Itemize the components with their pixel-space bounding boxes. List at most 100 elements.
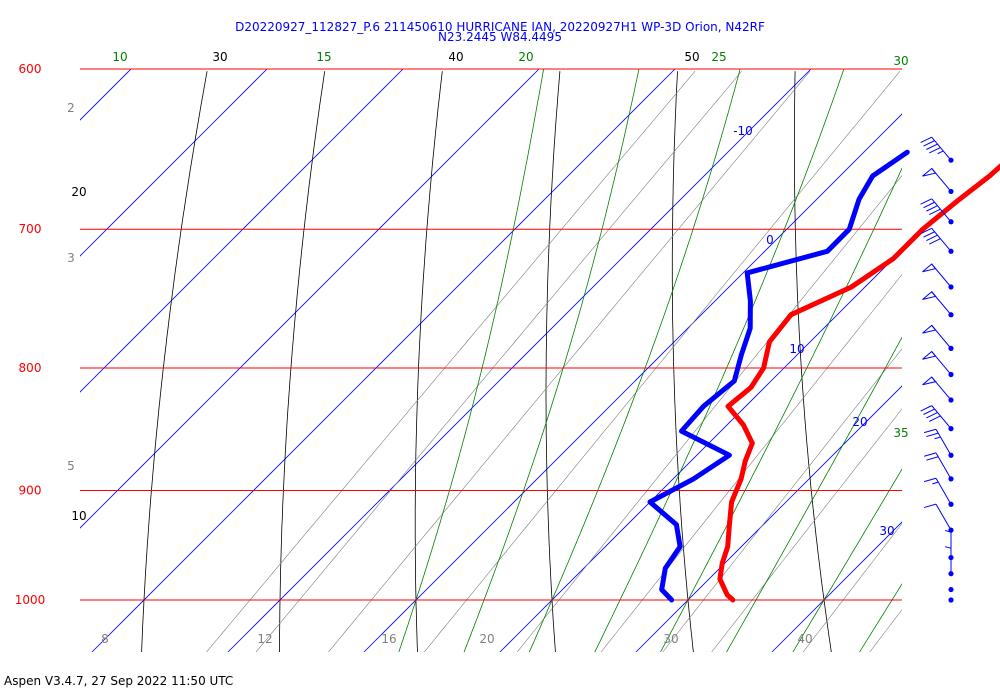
wind-barb: [923, 428, 954, 458]
mixing-ratio-line: [802, 523, 902, 652]
mixing-ratio-label: 2: [67, 101, 75, 115]
wind-barb: [944, 527, 954, 561]
mixing-ratio-line: [711, 408, 902, 652]
dewpoint-profile: [647, 149, 910, 603]
wind-barb: [948, 586, 954, 593]
grid-lines: [80, 69, 1000, 652]
wind-barb-half: [932, 481, 939, 485]
pressure-label: 1000: [15, 593, 46, 607]
moist-adiabat-label: 15: [316, 50, 331, 64]
isotherm-label: 30: [879, 524, 894, 538]
dry-adiabat-line: [414, 71, 443, 652]
wind-barb-half: [944, 530, 952, 533]
wind-barb-half: [937, 150, 944, 155]
moist-adiabat-label: 10: [112, 50, 127, 64]
wind-barb: [923, 452, 954, 482]
wind-barb-half: [944, 546, 952, 549]
pressure-label: 800: [19, 361, 42, 375]
wind-barb-full: [920, 227, 932, 235]
mixing-ratio-line: [869, 609, 902, 652]
isotherm-line: [499, 249, 902, 652]
wind-barb-full: [926, 205, 938, 212]
mixing-ratio-line: [424, 71, 901, 652]
isotherm-line: [771, 521, 902, 652]
wind-barb: [944, 543, 954, 577]
wind-barb-pennant: [922, 376, 937, 386]
mixing-ratio-label: 20: [479, 632, 494, 646]
wind-barb-full: [923, 140, 935, 147]
moist-adiabat-line: [660, 167, 902, 652]
dry-adiabat-line: [279, 71, 326, 652]
moist-adiabat-label: 25: [711, 50, 726, 64]
chart-title-line1: D20220927_112827_P.6 211450610 HURRICANE…: [235, 20, 765, 34]
wind-barb-staff: [931, 405, 952, 429]
moist-adiabat-label: 35: [893, 426, 908, 440]
moist-adiabat-line: [398, 69, 544, 652]
moist-adiabat-line: [792, 468, 902, 652]
mixing-ratio-label: 5: [67, 459, 75, 473]
isobars: [80, 68, 902, 601]
wind-barb-full: [926, 234, 938, 242]
pressure-label: 600: [19, 62, 42, 76]
mixing-ratio-label: 3: [67, 251, 75, 265]
mixing-ratio-line: [255, 71, 742, 652]
wind-barb: [922, 350, 954, 378]
isotherm-line: [908, 69, 1000, 652]
wind-barb-pennant: [922, 167, 937, 177]
wind-barb: [920, 405, 954, 432]
wind-barb-half: [934, 436, 941, 440]
wind-barb: [948, 597, 954, 603]
wind-barb-full: [920, 136, 932, 144]
dry-adiabat-label: 20: [71, 185, 86, 199]
wind-barb-staff: [935, 478, 952, 505]
wind-barb-staff: [935, 503, 952, 531]
dry-adiabat-label: 40: [448, 50, 463, 64]
mixing-ratio-label: 16: [381, 632, 396, 646]
wind-barb-station: [948, 586, 954, 593]
isotherm-line: [80, 69, 404, 393]
isotherm-label: 20: [852, 415, 867, 429]
wind-barb-full: [920, 198, 932, 205]
mixing-ratio-line: [922, 71, 1000, 652]
isotherm-line: [363, 113, 902, 652]
wind-barb: [922, 324, 954, 351]
temperature-profile: [717, 163, 1000, 603]
wind-barb-staff: [931, 198, 952, 223]
wind-barbs: [920, 136, 954, 603]
wind-barb: [922, 376, 954, 403]
wind-barb-full: [923, 428, 937, 434]
mixing-ratio-line: [662, 348, 902, 652]
dry-adiabat-line: [794, 71, 832, 652]
isotherm-line: [91, 69, 676, 652]
wind-barb-full: [929, 415, 941, 422]
dry-adiabat-label: 10: [71, 509, 86, 523]
wind-barb: [922, 167, 954, 195]
moist-adiabat-line: [528, 69, 741, 652]
wind-barb-pennant: [922, 263, 937, 273]
wind-barb: [920, 198, 954, 225]
wind-barb: [923, 503, 954, 533]
wind-barb-full: [929, 208, 941, 216]
wind-barb-station: [948, 597, 954, 603]
wind-barb-full: [920, 405, 932, 412]
isotherm-line: [227, 69, 812, 652]
wind-barb-full: [923, 503, 937, 509]
moist-adiabat-label: 30: [893, 54, 908, 68]
wind-barb-staff: [935, 429, 952, 456]
wind-barb-pennant: [922, 324, 937, 334]
dry-adiabat-line: [141, 71, 208, 652]
wind-barb-full: [923, 452, 937, 457]
wind-barb-full: [926, 143, 938, 150]
mixing-ratio-label: 30: [663, 632, 678, 646]
isotherm-label: -10: [733, 124, 753, 138]
dry-adiabat-line: [913, 71, 970, 652]
chart-title-line2: N23.2445 W84.4495: [438, 30, 562, 44]
wind-barb-full: [926, 432, 939, 438]
wind-barb-full: [923, 408, 935, 415]
moist-adiabat-line: [726, 336, 902, 652]
wind-barb: [922, 263, 954, 290]
mixing-ratio-line: [516, 175, 902, 652]
sounding-profiles: [647, 149, 1000, 603]
pressure-label: 700: [19, 222, 42, 236]
